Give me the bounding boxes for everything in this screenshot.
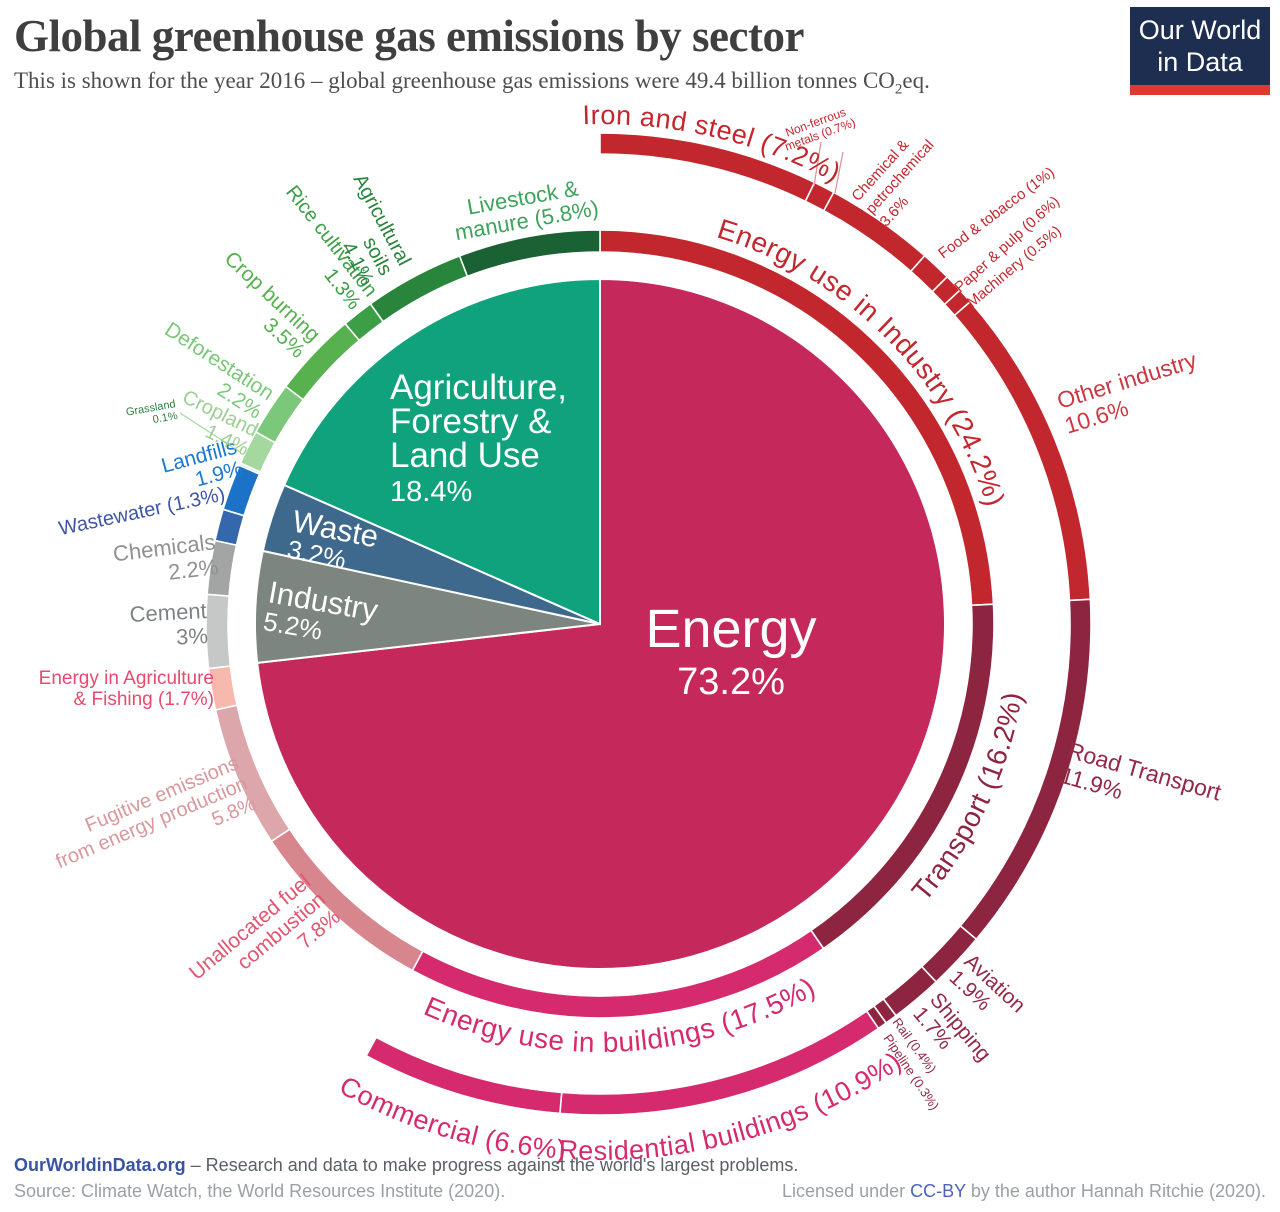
outer-ring-segment-commercial	[365, 1036, 563, 1115]
middle-ring	[205, 229, 995, 1019]
grassland-leader-line	[179, 412, 241, 453]
license-prefix: Licensed under	[782, 1181, 911, 1201]
owid-logo-redbar	[1130, 85, 1270, 95]
nonferrous-leader-line	[813, 141, 844, 194]
chart-label-other_industry: Other industry10.6%	[1054, 347, 1208, 439]
page-subtitle: This is shown for the year 2016 – global…	[14, 68, 1124, 99]
pie	[254, 277, 946, 970]
middle-ring-segment-livestock	[458, 229, 601, 278]
owid-link[interactable]: OurWorldinData.org	[14, 1155, 186, 1175]
chart-label-fugitive: Fugitive emissionsfrom energy production…	[44, 752, 259, 893]
footer-meta-row: Source: Climate Watch, the World Resourc…	[14, 1181, 1266, 1202]
header: Global greenhouse gas emissions by secto…	[14, 6, 1124, 99]
ccby-link[interactable]: CC-BY	[910, 1181, 966, 1201]
pie-sector-energy	[256, 277, 946, 970]
chart-label-energy_center: Energy 73.2%	[645, 599, 816, 703]
subtitle-text: This is shown for the year 2016 – global…	[14, 68, 895, 93]
footer-tagline: – Research and data to make progress aga…	[185, 1155, 799, 1175]
owid-logo-line2: in Data	[1157, 47, 1243, 77]
subtitle-subscript: 2	[894, 81, 903, 98]
chart-label-grassland: Grassland0.1%	[125, 398, 179, 430]
owid-logo: Our World in Data	[1130, 7, 1270, 95]
chart-label-nonferrous: Non-ferrousmetals (0.7%)	[778, 103, 857, 154]
footer: OurWorldinData.org – Research and data t…	[14, 1155, 1266, 1202]
chart-label-cement: Cement3%	[129, 598, 209, 652]
chart-label-afolu_center: Agriculture, Forestry & Land Use 18.4%	[390, 368, 567, 508]
outer-ring	[365, 132, 1092, 1116]
source-note: Source: Climate Watch, the World Resourc…	[14, 1181, 506, 1201]
chart-label-crop_burning: Crop burning3.5%	[205, 247, 324, 363]
chart-label-road: Road Transport11.9%	[1057, 737, 1224, 831]
footer-tagline-row: OurWorldinData.org – Research and data t…	[14, 1155, 1266, 1176]
chart-label-energy_ag: Energy in Agriculture & Fishing (1.7%)	[39, 668, 214, 710]
subtitle-suffix: eq.	[902, 68, 930, 93]
owid-logo-line1: Our World	[1138, 15, 1262, 45]
owid-logo-box: Our World in Data	[1130, 7, 1270, 85]
pie-sector-afolu	[282, 277, 601, 626]
chart-label-chemicals: Chemicals2.2%	[112, 529, 220, 591]
license-suffix: by the author Hannah Ritchie (2020).	[965, 1181, 1266, 1201]
page-title: Global greenhouse gas emissions by secto…	[14, 11, 804, 61]
license-note: Licensed under CC-BY by the author Hanna…	[782, 1181, 1266, 1202]
middle-ring-segment-cement	[205, 593, 232, 670]
